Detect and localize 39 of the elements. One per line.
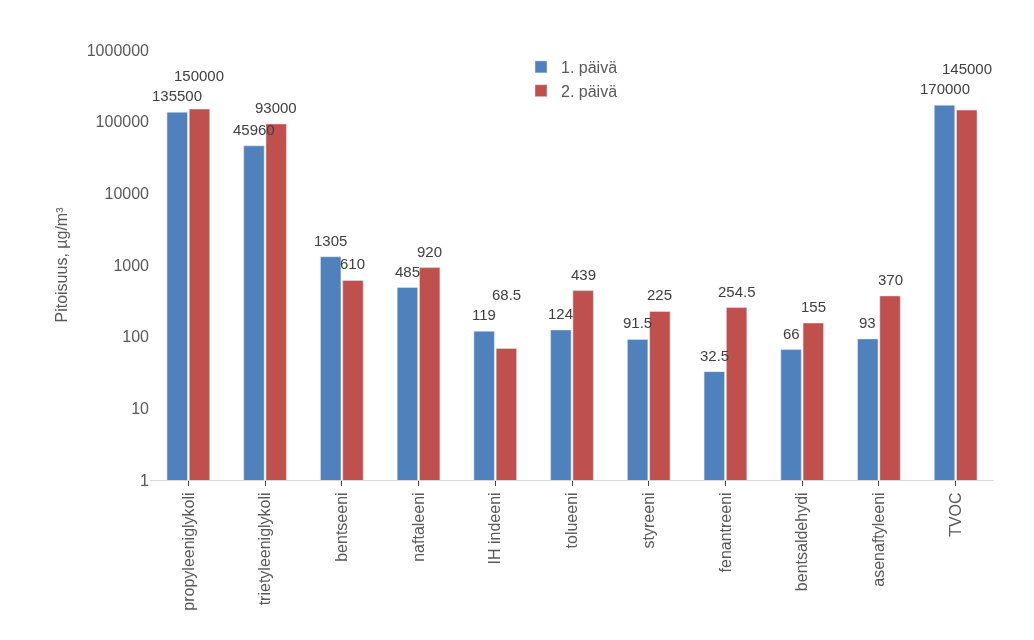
data-label: 68.5	[492, 286, 522, 303]
y-tick-label: 100	[122, 328, 150, 346]
data-label: 155	[801, 298, 827, 315]
x-tick-label: TVOC	[946, 492, 964, 537]
data-label: 93000	[255, 99, 297, 116]
y-tick-label: 10000	[104, 184, 150, 202]
x-tick-label: bentsaldehydi	[793, 492, 811, 592]
y-tick-label: 1000000	[86, 41, 150, 59]
data-label: 485	[395, 263, 421, 280]
data-label: 124	[548, 305, 574, 322]
data-label: 93	[859, 314, 876, 331]
x-tick-label: propyleeniglykoli	[179, 492, 197, 611]
data-label: 370	[878, 271, 904, 288]
data-label: 170000	[920, 80, 971, 97]
data-label: 119	[472, 306, 496, 323]
x-tick-label: asenaftyleeni	[870, 492, 888, 587]
y-tick-label: 1	[140, 471, 150, 489]
y-tick-label: 100000	[95, 113, 150, 131]
data-label: 66	[783, 325, 800, 342]
x-tick-label: tolueeni	[563, 492, 581, 549]
y-tick-label: 10	[131, 399, 150, 417]
data-label: 225	[647, 286, 673, 303]
data-label: 145000	[942, 60, 993, 77]
x-tick-label: fenantreeni	[716, 492, 734, 573]
legend-label: 2. päivä	[561, 82, 618, 100]
y-tick-label: 1000	[113, 256, 150, 274]
data-label: 1305	[314, 232, 348, 249]
data-label: 135500	[152, 87, 203, 104]
x-tick-label: bentseeni	[333, 492, 351, 562]
data-label: 920	[417, 243, 443, 260]
x-tick-label: styreeni	[639, 492, 657, 549]
data-label: 439	[571, 266, 597, 283]
y-axis-title: Pitoisuus, µg/m³	[52, 206, 70, 323]
data-label: 254.5	[718, 283, 756, 300]
legend-label: 1. päivä	[561, 59, 618, 77]
x-tick-label: naftaleeni	[409, 492, 427, 562]
x-tick-label: IH indeeni	[486, 492, 504, 565]
data-label: 150000	[174, 67, 225, 84]
x-tick-label: trietyleeniglykoli	[256, 492, 274, 606]
